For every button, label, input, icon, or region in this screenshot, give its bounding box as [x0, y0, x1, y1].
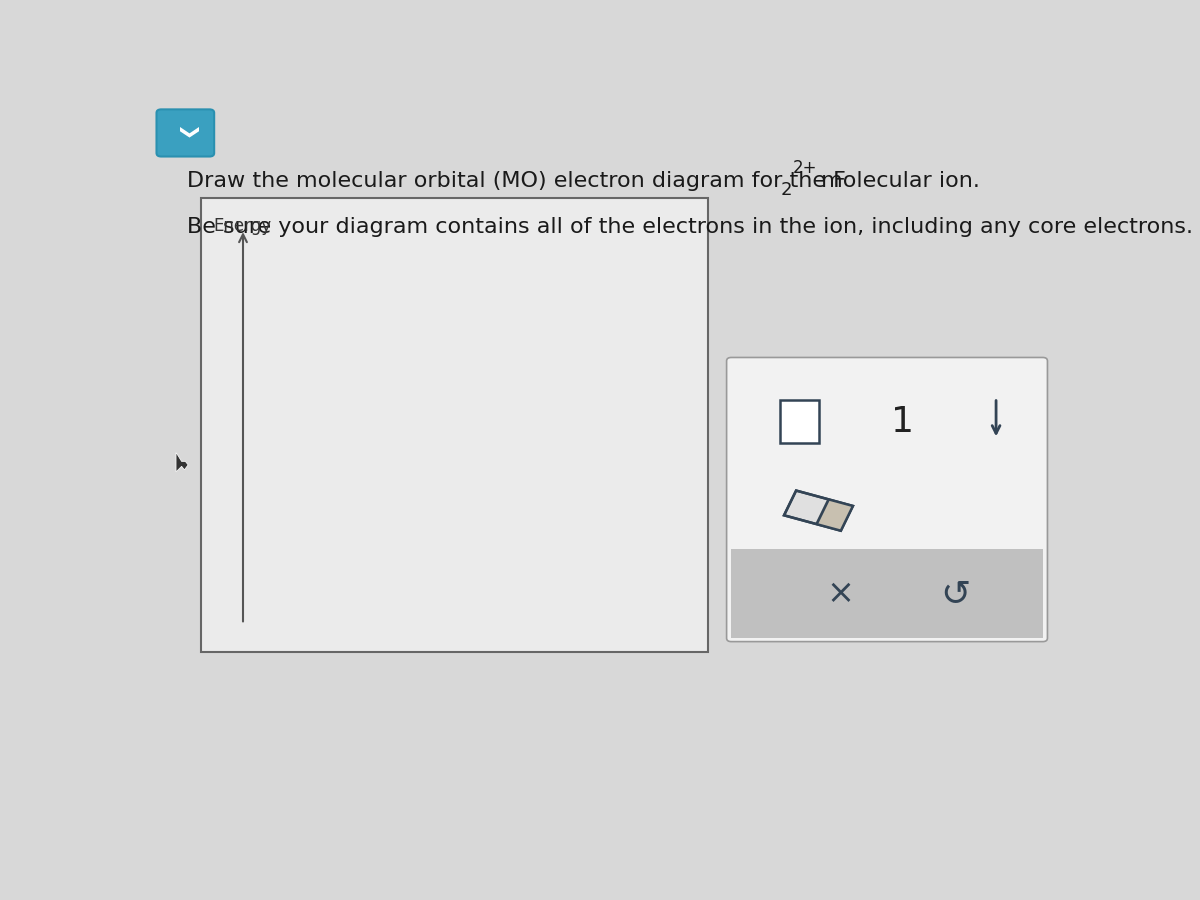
FancyBboxPatch shape [156, 110, 214, 157]
Bar [780, 400, 820, 444]
Text: 2: 2 [780, 182, 792, 200]
FancyBboxPatch shape [727, 357, 1048, 642]
Text: molecular ion.: molecular ion. [814, 171, 980, 191]
Bar [202, 198, 708, 652]
Polygon shape [176, 453, 188, 472]
Bar [815, 499, 853, 531]
Text: 2+: 2+ [793, 159, 817, 177]
Text: 1: 1 [892, 405, 914, 439]
Text: Energy: Energy [214, 218, 271, 236]
Bar [731, 549, 1043, 638]
Bar [815, 499, 830, 525]
Text: Be sure your diagram contains all of the electrons in the ion, including any cor: Be sure your diagram contains all of the… [187, 217, 1193, 238]
Bar [784, 491, 853, 531]
Text: ❯: ❯ [176, 125, 194, 141]
Text: ×: × [827, 577, 854, 610]
Text: Draw the molecular orbital (MO) electron diagram for the F: Draw the molecular orbital (MO) electron… [187, 171, 846, 191]
Bar [784, 491, 853, 531]
Text: ↺: ↺ [941, 577, 971, 611]
